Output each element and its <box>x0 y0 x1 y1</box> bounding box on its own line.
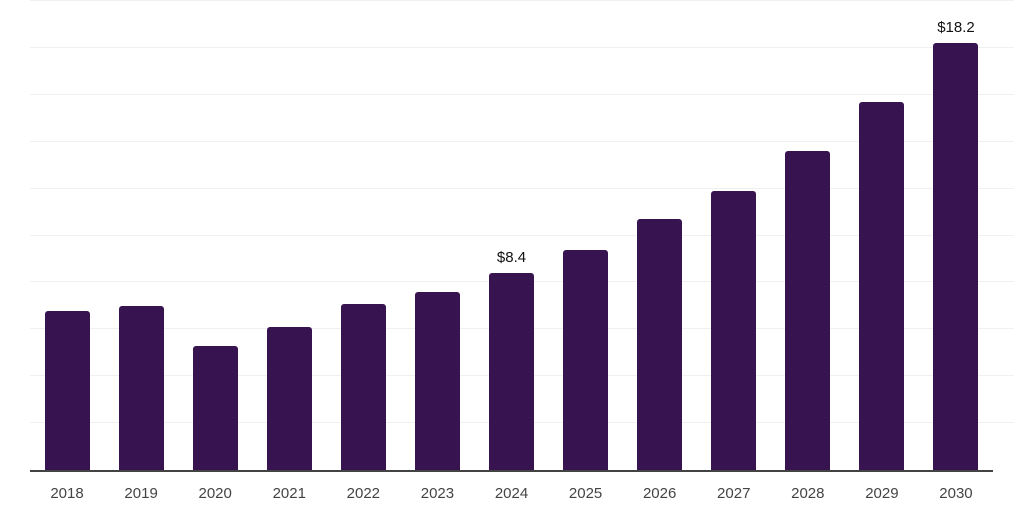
x-axis-labels: 2018 2019 2020 2021 2022 2023 2024 2025 2026 2027… <box>30 485 993 502</box>
x-tick-label-2026: 2026 <box>642 485 677 502</box>
x-axis-line <box>30 470 993 472</box>
bar-value-label-2030: $18.2 <box>937 19 975 37</box>
bar-group-2019 <box>104 305 178 470</box>
bar-2019 <box>118 305 164 470</box>
bar-group-2021 <box>252 327 326 470</box>
bar-group-2029 <box>845 101 919 470</box>
gridline-y-10 <box>30 234 1014 236</box>
gridline-y-12 <box>30 187 1014 189</box>
bar-2026 <box>637 219 683 470</box>
bar-2023 <box>414 291 460 470</box>
bar-group-2025 <box>549 249 623 470</box>
bar-group-2026 <box>623 219 697 470</box>
bar-2022 <box>340 303 386 470</box>
bar-2020 <box>192 345 238 470</box>
bar-2029 <box>859 101 905 470</box>
gridline-y-18 <box>30 46 1014 48</box>
bar-2027 <box>711 190 757 470</box>
bar-group-2020 <box>178 345 252 470</box>
bar-group-2023 <box>400 291 474 470</box>
bar-group-2030: $18.2 <box>919 20 993 470</box>
bars-row: $8.4 $18.2 <box>30 20 993 470</box>
bar-2028 <box>785 151 831 470</box>
bar-group-2018 <box>30 310 104 470</box>
bar-2025 <box>563 249 609 470</box>
bar-2018 <box>44 310 90 470</box>
x-tick-label-2021: 2021 <box>272 485 306 502</box>
x-tick-label-2020: 2020 <box>198 485 232 502</box>
x-tick-label-2030: 2030 <box>939 485 973 502</box>
x-tick-label-2025: 2025 <box>568 485 603 502</box>
bar-2024 <box>489 273 534 470</box>
x-tick-label-2028: 2028 <box>791 485 825 502</box>
x-tick-label-2022: 2022 <box>346 485 381 502</box>
x-tick-label-2024: 2024 <box>494 485 529 502</box>
bar-group-2024: $8.4 <box>474 250 548 470</box>
bar-group-2027 <box>697 190 771 470</box>
x-tick-label-2019: 2019 <box>124 485 158 502</box>
x-tick-label-2029: 2029 <box>865 485 899 502</box>
x-tick-label-2027: 2027 <box>717 485 751 502</box>
gridline-y-20 <box>30 0 1014 1</box>
bar-value-label-2024: $8.4 <box>496 249 527 266</box>
gridline-y-14 <box>30 140 1014 142</box>
x-tick-label-2018: 2018 <box>50 485 84 502</box>
bar-group-2022 <box>326 303 400 470</box>
bar-group-2028 <box>771 151 845 470</box>
x-tick-label-2023: 2023 <box>420 485 455 502</box>
bar-2021 <box>266 327 312 470</box>
bar-2030 <box>933 43 979 470</box>
gridline-y-16 <box>30 93 1014 95</box>
